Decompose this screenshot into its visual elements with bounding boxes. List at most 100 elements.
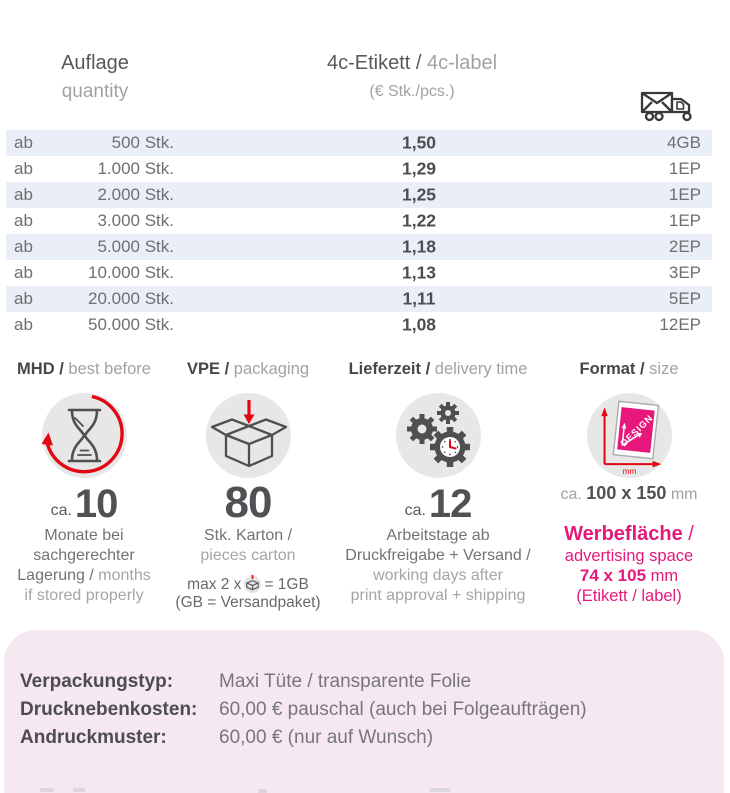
gears-clock-icon	[395, 393, 481, 478]
cutoff-text-remnant	[73, 788, 85, 792]
vpe-note1-before: max 2 x	[187, 576, 242, 593]
vpe-description: Stk. Karton / pieces carton	[158, 526, 338, 566]
format-size-unit: mm	[670, 486, 698, 503]
delivery-description: Arbeitstage ab Druckfreigabe + Versand /…	[338, 526, 538, 606]
price-cell: 1,13	[401, 262, 437, 283]
mail-truck-icon	[640, 90, 698, 123]
advertising-space-block: Werbefläche / advertising space 74 x 105…	[540, 522, 718, 606]
quantity-cell: 50.000 Stk.	[87, 315, 174, 334]
mhd-description: Monate bei sachgerechter Lagerung / mont…	[0, 526, 168, 606]
price-row: ab 3.000 Stk. 1,22 1EP	[6, 208, 712, 234]
price-row: ab 10.000 Stk. 1,13 3EP	[6, 260, 712, 286]
mhd-line3-de: Lagerung /	[17, 567, 94, 584]
mhd-title-en: best before	[68, 360, 151, 378]
row-prefix: ab	[14, 289, 33, 308]
mhd-value: ca. 10	[0, 482, 168, 526]
price-row: ab 500 Stk. 1,50 4GB	[6, 130, 712, 156]
parcel-mini-icon	[243, 574, 262, 593]
row-prefix: ab	[14, 211, 33, 230]
product-header-de: 4c-Etikett /	[326, 52, 422, 74]
svg-text:mm: mm	[622, 466, 636, 476]
details-value: 60,00 € (nur auf Wunsch)	[219, 727, 434, 748]
price-cell: 1,11	[402, 288, 436, 309]
ad-title: Werbefläche /	[540, 522, 718, 546]
row-prefix: ab	[14, 159, 33, 178]
cutoff-text-remnant	[258, 789, 267, 793]
row-prefix: ab	[14, 133, 33, 152]
details-value: 60,00 € pauschal (auch bei Folgeaufträge…	[219, 699, 587, 720]
row-prefix: ab	[14, 185, 33, 204]
vpe-title-en: packaging	[233, 360, 309, 378]
mhd-line4: if stored properly	[24, 587, 144, 604]
feature-mhd: MHD / best before ca. 10	[0, 360, 168, 606]
format-size-prefix: ca.	[560, 486, 582, 503]
details-label: Verpackungstyp:	[20, 671, 174, 692]
mhd-title-de: MHD /	[17, 360, 64, 378]
quantity-cell: 2.000 Stk.	[97, 185, 174, 204]
format-title-en: size	[649, 360, 679, 378]
delivery-value: ca. 12	[338, 482, 538, 526]
mhd-line3: Lagerung / months	[0, 566, 168, 586]
vpe-title: VPE / packaging	[158, 360, 338, 380]
delivery-title-en: delivery time	[434, 360, 528, 378]
price-cell: 1,50	[401, 132, 437, 153]
quantity-cell: 20.000 Stk.	[87, 289, 174, 308]
feature-delivery: Lieferzeit / delivery time	[338, 360, 538, 606]
price-row: ab 2.000 Stk. 1,25 1EP	[6, 182, 712, 208]
vpe-line1: Stk. Karton /	[203, 527, 293, 544]
quantity-cell: 10.000 Stk.	[87, 263, 174, 282]
details-value: Maxi Tüte / transparente Folie	[219, 671, 472, 692]
quantity-cell: 1.000 Stk.	[97, 159, 174, 178]
shipping-cell: 12EP	[659, 315, 701, 334]
hourglass-rotation-icon	[41, 393, 127, 478]
price-row: ab 20.000 Stk. 1,11 5EP	[6, 286, 712, 312]
price-cell: 1,18	[401, 236, 437, 257]
ad-size-value: 74 x 105	[579, 566, 647, 585]
shipping-cell: 1EP	[668, 211, 701, 230]
quantity-header-de: Auflage	[61, 52, 129, 74]
quantity-column-header: Auflage quantity	[10, 52, 180, 103]
quantity-header-en: quantity	[61, 81, 129, 102]
vpe-note1-after: = 1GB	[264, 576, 309, 593]
vpe-value: 80	[158, 478, 338, 527]
delivery-line2: Druckfreigabe + Versand /	[345, 547, 531, 564]
quantity-cell: 500 Stk.	[111, 133, 174, 152]
mhd-value-prefix: ca.	[50, 502, 72, 519]
vpe-note-line1: max 2 x = 1GB	[158, 574, 338, 594]
details-label: Drucknebenkosten:	[20, 699, 198, 720]
delivery-value-number: 12	[428, 482, 472, 526]
feature-format: Format / size DESIGN	[540, 360, 718, 606]
price-cell: 1,29	[401, 158, 437, 179]
price-cell: 1,08	[401, 314, 437, 335]
delivery-title: Lieferzeit / delivery time	[338, 360, 538, 380]
vpe-title-de: VPE /	[186, 360, 230, 378]
product-column-header: 4c-Etikett / 4c-label (€ Stk./pcs.)	[302, 52, 522, 101]
cutoff-text-remnant	[430, 788, 450, 792]
row-prefix: ab	[14, 237, 33, 256]
mhd-value-number: 10	[74, 482, 118, 526]
price-row: ab 5.000 Stk. 1,18 2EP	[6, 234, 712, 260]
delivery-line1: Arbeitstage ab	[386, 527, 490, 544]
ad-title-de: Werbefläche	[564, 523, 683, 545]
ad-size: 74 x 105 mm	[540, 566, 718, 586]
feature-vpe: VPE / packaging 80 Stk. Karton / pieces …	[158, 360, 338, 612]
quantity-cell: 5.000 Stk.	[97, 237, 174, 256]
ad-line4: (Etikett / label)	[576, 587, 682, 605]
ad-title-slash: /	[688, 523, 694, 545]
shipping-cell: 2EP	[668, 237, 701, 256]
product-header-title: 4c-Etikett / 4c-label	[302, 52, 522, 75]
shipping-cell: 1EP	[668, 185, 701, 204]
price-cell: 1,22	[401, 210, 437, 231]
vpe-value-number: 80	[224, 478, 273, 527]
delivery-line3: working days after	[373, 567, 503, 584]
format-size-value: 100 x 150	[586, 483, 667, 503]
label-dimensions-icon: DESIGN mm	[586, 393, 672, 478]
shipping-cell: 4GB	[666, 133, 701, 152]
format-title-de: Format /	[579, 360, 645, 378]
mhd-title: MHD / best before	[0, 360, 168, 380]
delivery-line4: print approval + shipping	[350, 587, 526, 604]
mhd-line1: Monate bei	[44, 527, 124, 544]
format-size: ca. 100 x 150 mm	[540, 483, 718, 504]
price-cell: 1,25	[401, 184, 437, 205]
